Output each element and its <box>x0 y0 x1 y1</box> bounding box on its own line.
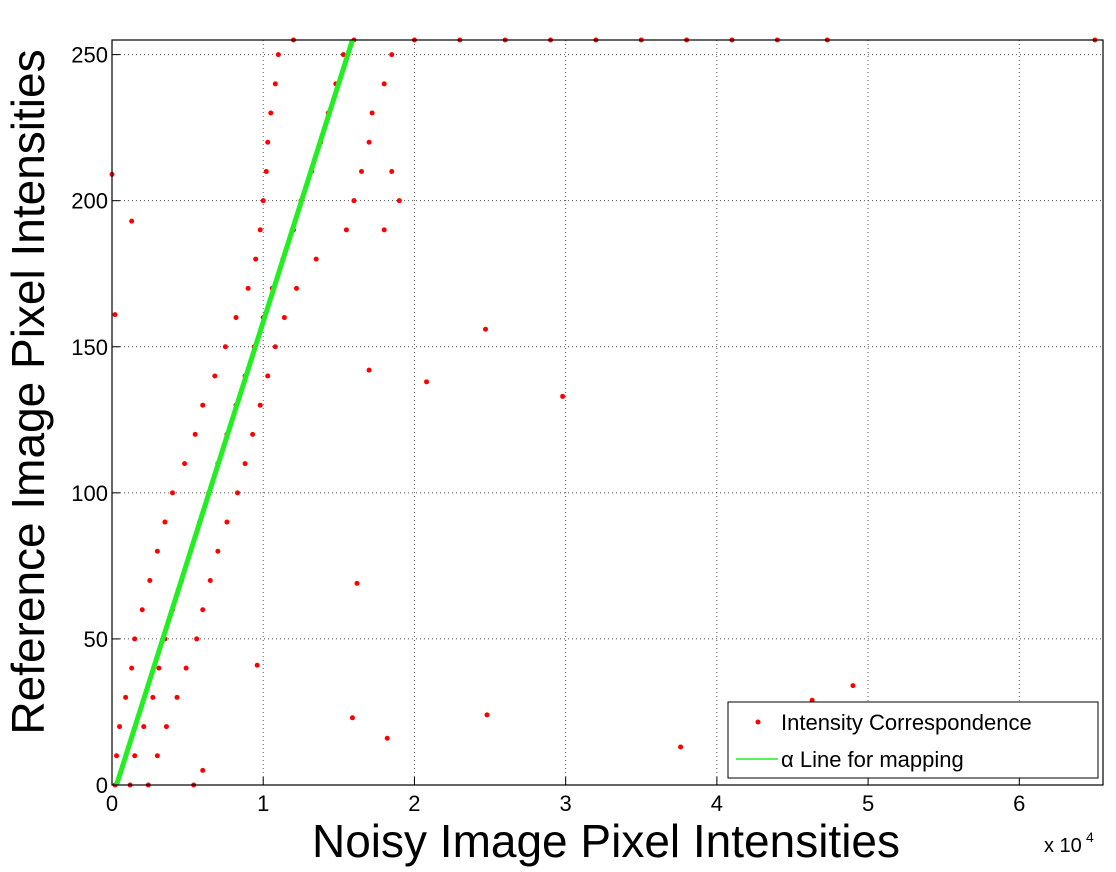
scatter-point <box>560 393 566 399</box>
scatter-point <box>150 694 156 700</box>
scatter-point <box>340 52 346 58</box>
y-tick-label: 0 <box>96 773 108 798</box>
scatter-point <box>424 379 430 385</box>
scatter-point <box>484 712 490 718</box>
scatter-point <box>389 52 395 58</box>
mapping-line <box>114 39 355 786</box>
scatter-point <box>268 110 274 116</box>
y-tick-label: 100 <box>71 481 108 506</box>
scatter-point <box>132 753 138 759</box>
scatter-point <box>359 168 365 174</box>
scatter-point <box>194 636 200 642</box>
scatter-point <box>235 490 241 496</box>
scatter-point <box>275 52 281 58</box>
legend-label: α Line for mapping <box>781 747 964 772</box>
legend: Intensity Correspondence α Line for mappi… <box>727 701 1099 779</box>
y-tick-label: 250 <box>71 43 108 68</box>
x-scale-exponent: 4 <box>1086 829 1094 845</box>
x-tick-label: 6 <box>1013 791 1025 816</box>
scatter-point <box>351 198 357 204</box>
scatter-point <box>354 580 360 586</box>
scatter-point <box>169 490 175 496</box>
scatter-point <box>192 431 198 437</box>
scatter-point <box>183 665 189 671</box>
scatter-point <box>147 577 153 583</box>
scatter-point <box>182 461 188 467</box>
scatter-point <box>257 227 263 233</box>
x-tick-label: 4 <box>711 791 723 816</box>
scatter-point <box>678 744 684 750</box>
scatter-point <box>381 227 387 233</box>
legend-label: Intensity Correspondence <box>781 710 1032 735</box>
scatter-point <box>366 367 372 373</box>
scatter-point <box>207 577 213 583</box>
x-tick-label: 5 <box>862 791 874 816</box>
y-tick-label: 200 <box>71 189 108 214</box>
scatter-point <box>222 344 228 350</box>
y-tick-label: 150 <box>71 335 108 360</box>
scatter-point <box>389 168 395 174</box>
scatter-point <box>163 724 169 730</box>
scatter-point <box>154 753 160 759</box>
scatter-point <box>154 548 160 554</box>
scatter-point <box>242 461 248 467</box>
scatter-point <box>245 285 251 291</box>
scatter-point <box>483 326 489 332</box>
scatter-point <box>396 198 402 204</box>
scatter-point <box>114 753 120 759</box>
scatter-point <box>212 373 218 379</box>
scatter-point <box>272 81 278 87</box>
legend-box <box>727 701 1099 779</box>
x-tick-label: 0 <box>106 791 118 816</box>
scatter-point <box>250 431 256 437</box>
scatter-point <box>129 665 135 671</box>
scatter-point <box>369 110 375 116</box>
scatter-point <box>112 312 118 318</box>
scatter-point <box>253 256 259 262</box>
legend-marker <box>755 719 761 725</box>
scatter-point <box>260 198 266 204</box>
scatter-point <box>215 548 221 554</box>
x-axis-label: Noisy Image Pixel Intensities <box>312 815 900 867</box>
y-axis-label: Reference Image Pixel Intensities <box>2 49 54 734</box>
scatter-point <box>257 402 263 408</box>
scatter-point <box>384 735 390 741</box>
scatter-point <box>381 81 387 87</box>
scatter-point <box>224 519 230 525</box>
scatter-point <box>272 344 278 350</box>
axes-box <box>111 39 1104 786</box>
scatter-point <box>343 227 349 233</box>
x-tick-label: 1 <box>257 791 269 816</box>
y-tick-label: 50 <box>84 627 108 652</box>
scatter-point <box>141 724 147 730</box>
scatter-point <box>174 694 180 700</box>
scatter-point <box>200 767 206 773</box>
scatter-point <box>156 665 162 671</box>
scatter-point <box>281 315 287 321</box>
scatter-point <box>850 683 856 689</box>
scatter-point <box>254 662 260 668</box>
scatter-point <box>265 373 271 379</box>
scatter-point <box>349 715 355 721</box>
scatter-point <box>233 315 239 321</box>
scatter-point <box>132 636 138 642</box>
scatter-point <box>117 724 123 730</box>
scatter-point <box>129 218 135 224</box>
scatter-point <box>263 168 269 174</box>
scatter-point <box>200 402 206 408</box>
scatter-point <box>313 256 319 262</box>
scatter-point <box>162 519 168 525</box>
x-tick-label: 3 <box>560 791 572 816</box>
x-tick-label: 2 <box>408 791 420 816</box>
x-scale-label: x 10 <box>1044 835 1082 857</box>
scatter-point <box>366 139 372 145</box>
scatter-point <box>265 139 271 145</box>
scatter-point <box>293 285 299 291</box>
scatter-point <box>200 607 206 613</box>
scatter-point <box>123 694 129 700</box>
scatter-point <box>139 607 145 613</box>
